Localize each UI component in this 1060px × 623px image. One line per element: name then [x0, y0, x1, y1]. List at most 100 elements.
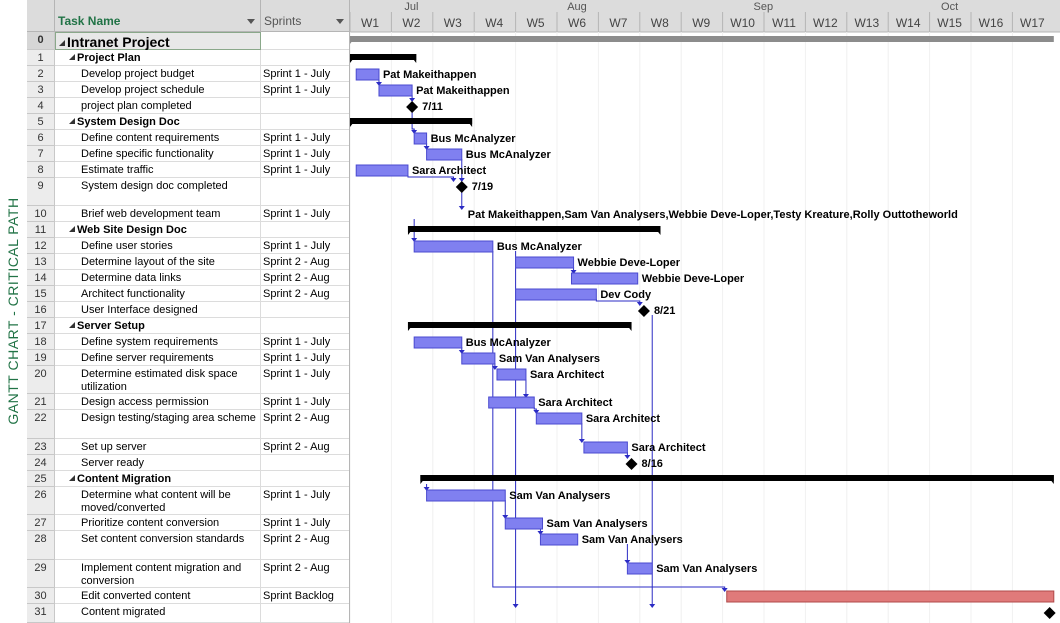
sprint-cell[interactable]: Sprint 2 - Aug	[261, 439, 349, 455]
task-row[interactable]: 6 Define content requirements Sprint 1 - J…	[27, 130, 349, 146]
sprint-cell[interactable]: Sprint 1 - July	[261, 334, 349, 350]
row-number[interactable]: 3	[27, 82, 55, 98]
row-number[interactable]: 26	[27, 487, 55, 515]
task-row[interactable]: 8 Estimate traffic Sprint 1 - July	[27, 162, 349, 178]
task-row[interactable]: 4 project plan completed	[27, 98, 349, 114]
row-number[interactable]: 29	[27, 560, 55, 588]
task-name-cell[interactable]: Define content requirements	[55, 130, 261, 146]
sprint-cell[interactable]: Sprint 2 - Aug	[261, 531, 349, 560]
sprint-cell[interactable]: Sprint 2 - Aug	[261, 560, 349, 588]
collapse-triangle-icon[interactable]	[59, 40, 65, 46]
row-number[interactable]: 14	[27, 270, 55, 286]
task-row[interactable]: 10 Brief web development team Sprint 1 - J…	[27, 206, 349, 222]
task-name-cell[interactable]: Define specific functionality	[55, 146, 261, 162]
task-row[interactable]: 30 Edit converted content Sprint Backlog	[27, 588, 349, 604]
sprint-cell[interactable]: Sprint 1 - July	[261, 394, 349, 410]
task-row[interactable]: 28 Set content conversion standards Sprint…	[27, 531, 349, 560]
sprint-cell[interactable]	[261, 114, 349, 130]
sprint-cell[interactable]: Sprint 1 - July	[261, 130, 349, 146]
row-number[interactable]: 27	[27, 515, 55, 531]
sprint-cell[interactable]	[261, 455, 349, 471]
task-row[interactable]: 22 Design testing/staging area scheme Spri…	[27, 410, 349, 439]
task-name-cell[interactable]: Determine what content will be moved/con…	[55, 487, 261, 515]
task-name-cell[interactable]: Determine estimated disk space utilizati…	[55, 366, 261, 394]
sprint-cell[interactable]: Sprint 1 - July	[261, 487, 349, 515]
task-name-cell[interactable]: Develop project schedule	[55, 82, 261, 98]
task-name-cell[interactable]: Project Plan	[55, 50, 261, 66]
sprint-cell[interactable]: Sprint 2 - Aug	[261, 410, 349, 439]
task-row[interactable]: 29 Implement content migration and conver…	[27, 560, 349, 588]
row-number[interactable]: 0	[27, 32, 55, 50]
row-number[interactable]: 12	[27, 238, 55, 254]
task-row[interactable]: 25 Content Migration	[27, 471, 349, 487]
task-name-cell[interactable]: Web Site Design Doc	[55, 222, 261, 238]
task-row[interactable]: 27 Prioritize content conversion Sprint 1 …	[27, 515, 349, 531]
task-row[interactable]: 17 Server Setup	[27, 318, 349, 334]
task-name-cell[interactable]: project plan completed	[55, 98, 261, 114]
row-number[interactable]: 21	[27, 394, 55, 410]
task-name-cell[interactable]: Design testing/staging area scheme	[55, 410, 261, 439]
task-name-cell[interactable]: Define system requirements	[55, 334, 261, 350]
collapse-triangle-icon[interactable]	[69, 322, 75, 328]
task-name-cell[interactable]: Server ready	[55, 455, 261, 471]
task-row[interactable]: 31 Content migrated	[27, 604, 349, 623]
collapse-triangle-icon[interactable]	[69, 475, 75, 481]
task-name-cell[interactable]: Intranet Project	[55, 32, 261, 50]
task-name-cell[interactable]: Determine layout of the site	[55, 254, 261, 270]
row-number[interactable]: 30	[27, 588, 55, 604]
row-number[interactable]: 7	[27, 146, 55, 162]
task-name-cell[interactable]: Server Setup	[55, 318, 261, 334]
task-row[interactable]: 12 Define user stories Sprint 1 - July	[27, 238, 349, 254]
sprint-cell[interactable]	[261, 98, 349, 114]
task-row[interactable]: 7 Define specific functionality Sprint 1 -…	[27, 146, 349, 162]
sprint-cell[interactable]: Sprint 1 - July	[261, 515, 349, 531]
collapse-triangle-icon[interactable]	[69, 226, 75, 232]
sprint-cell[interactable]: Sprint 1 - July	[261, 238, 349, 254]
chevron-down-icon[interactable]	[336, 19, 344, 24]
task-name-cell[interactable]: Develop project budget	[55, 66, 261, 82]
sprint-cell[interactable]	[261, 471, 349, 487]
sprint-cell[interactable]	[261, 604, 349, 623]
row-number[interactable]: 20	[27, 366, 55, 394]
row-number[interactable]: 31	[27, 604, 55, 623]
sprint-cell[interactable]	[261, 302, 349, 318]
task-name-cell[interactable]: Define user stories	[55, 238, 261, 254]
task-name-column-header[interactable]: Task Name	[55, 0, 261, 32]
task-name-cell[interactable]: System design doc completed	[55, 178, 261, 206]
row-number[interactable]: 4	[27, 98, 55, 114]
task-name-cell[interactable]: Design access permission	[55, 394, 261, 410]
task-row[interactable]: 20 Determine estimated disk space utiliza…	[27, 366, 349, 394]
row-number[interactable]: 23	[27, 439, 55, 455]
task-name-cell[interactable]: Brief web development team	[55, 206, 261, 222]
task-name-cell[interactable]: Content Migration	[55, 471, 261, 487]
task-name-cell[interactable]: Prioritize content conversion	[55, 515, 261, 531]
task-name-cell[interactable]: User Interface designed	[55, 302, 261, 318]
task-row[interactable]: 15 Architect functionality Sprint 2 - Aug	[27, 286, 349, 302]
sprint-cell[interactable]	[261, 32, 349, 50]
task-row[interactable]: 18 Define system requirements Sprint 1 - J…	[27, 334, 349, 350]
row-number[interactable]: 18	[27, 334, 55, 350]
task-name-cell[interactable]: Content migrated	[55, 604, 261, 623]
task-row[interactable]: 0 Intranet Project	[27, 32, 349, 50]
sprint-cell[interactable]: Sprint 2 - Aug	[261, 286, 349, 302]
row-number[interactable]: 15	[27, 286, 55, 302]
task-name-cell[interactable]: Architect functionality	[55, 286, 261, 302]
task-row[interactable]: 9 System design doc completed	[27, 178, 349, 206]
sprint-cell[interactable]: Sprint 1 - July	[261, 366, 349, 394]
row-number[interactable]: 8	[27, 162, 55, 178]
task-row[interactable]: 16 User Interface designed	[27, 302, 349, 318]
sprint-cell[interactable]	[261, 50, 349, 66]
row-number[interactable]: 10	[27, 206, 55, 222]
select-all-corner[interactable]	[27, 0, 55, 32]
task-row[interactable]: 21 Design access permission Sprint 1 - Jul…	[27, 394, 349, 410]
task-row[interactable]: 1 Project Plan	[27, 50, 349, 66]
sprint-cell[interactable]: Sprint 1 - July	[261, 146, 349, 162]
task-name-cell[interactable]: Set up server	[55, 439, 261, 455]
sprint-cell[interactable]: Sprint 1 - July	[261, 66, 349, 82]
task-row[interactable]: 11 Web Site Design Doc	[27, 222, 349, 238]
collapse-triangle-icon[interactable]	[69, 54, 75, 60]
task-name-cell[interactable]: Estimate traffic	[55, 162, 261, 178]
task-row[interactable]: 23 Set up server Sprint 2 - Aug	[27, 439, 349, 455]
row-number[interactable]: 1	[27, 50, 55, 66]
task-name-cell[interactable]: Define server requirements	[55, 350, 261, 366]
